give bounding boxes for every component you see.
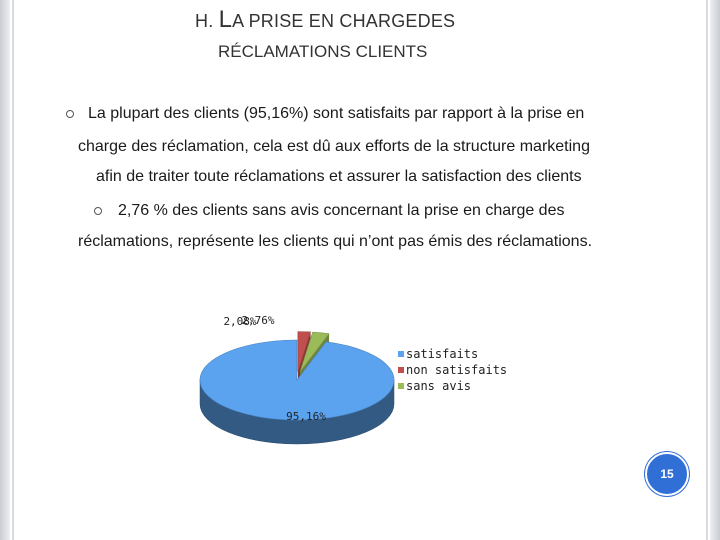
pie-slice-satisfaits — [199, 339, 395, 421]
legend-swatch-non-satisfaits — [398, 367, 404, 373]
bullet-1-line-2: charge des réclamation, cela est dû aux … — [78, 138, 590, 155]
page-number-badge: 15 — [645, 452, 689, 496]
bullet-marker-2 — [94, 207, 102, 215]
pie-data-label-non-satisfaits: 2,08% — [223, 315, 256, 328]
pie-slice-sans-avis — [299, 331, 330, 372]
pie-chart: 95,16% 2,08%2,76% — [199, 314, 395, 445]
legend-label-sans-avis: sans avis — [406, 379, 472, 393]
title-line1-rest: A PRISE EN CHARGEDES — [232, 11, 456, 31]
legend-swatch-sans-avis — [398, 383, 404, 389]
legend-label-satisfaits: satisfaits — [406, 347, 479, 361]
legend-item-sans-avis: sans avis — [398, 378, 507, 394]
legend-item-non-satisfaits: non satisfaits — [398, 362, 507, 378]
legend-item-satisfaits: satisfaits — [398, 346, 507, 362]
slide-frame-left — [0, 0, 10, 540]
bullet-2-line-2: réclamations, représente les clients qui… — [78, 233, 593, 250]
slide-title-line2: RÉCLAMATIONS CLIENTS — [218, 42, 428, 61]
chart-legend: satisfaits non satisfaits sans avis — [398, 346, 507, 394]
pie-data-label-satisfaits: 95,16% — [286, 410, 326, 423]
bullet-marker-1 — [66, 110, 74, 118]
bullet-1-line-3: afin de traiter toute réclamations et as… — [96, 168, 582, 185]
bullet-1-line-1: La plupart des clients (95,16%) sont sat… — [88, 105, 585, 122]
slide-title-line1: H. LA PRISE EN CHARGEDES — [195, 6, 455, 34]
legend-label-non-satisfaits: non satisfaits — [406, 363, 508, 377]
pie-slice-non-satisfaits — [297, 331, 311, 372]
slide-frame-line-left — [12, 0, 14, 540]
title-big-letter: L — [218, 6, 233, 33]
pie-data-label-sans-avis: 2,76% — [241, 314, 274, 327]
slide-frame-right — [710, 0, 720, 540]
legend-swatch-satisfaits — [398, 351, 404, 357]
slide-frame-line-right — [706, 0, 708, 540]
title-prefix: H. — [195, 11, 219, 31]
bullet-2-line-1: 2,76 % des clients sans avis concernant … — [118, 202, 565, 219]
